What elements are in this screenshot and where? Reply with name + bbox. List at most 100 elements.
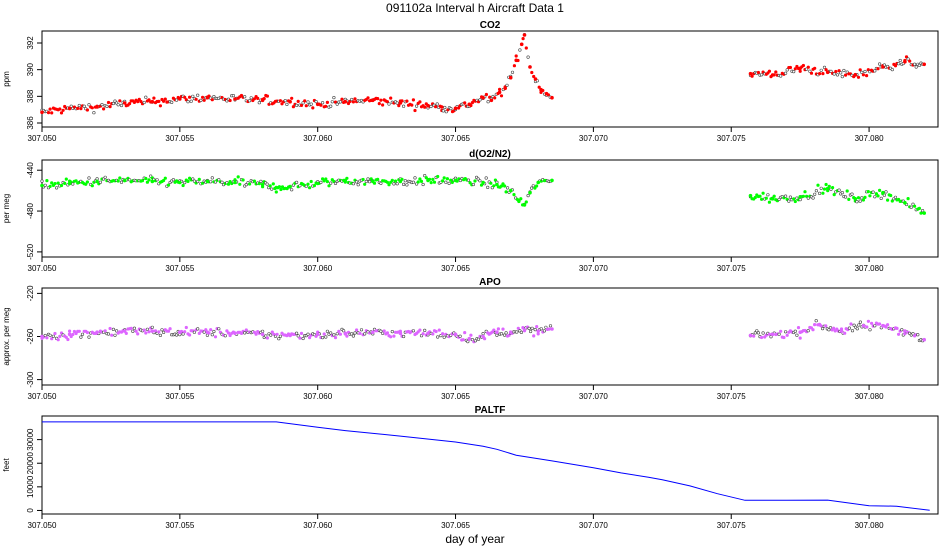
d-o2-n2-data-point [792, 197, 796, 201]
apo-data-point [423, 328, 427, 333]
apo-data-point [755, 329, 759, 333]
co2-x-tick-label: 307.070 [579, 134, 608, 143]
d-o2-n2-data-point [519, 197, 523, 201]
apo-data-point [536, 329, 541, 333]
co2-data-point [510, 70, 515, 74]
d-o2-n2-x-tick-label: 307.080 [855, 264, 884, 273]
d-o2-n2-data-point [54, 186, 59, 190]
d-o2-n2-data-point [355, 180, 359, 184]
apo-data-point [852, 323, 856, 327]
apo-data-point [228, 333, 232, 338]
co2-data-point [116, 103, 120, 107]
co2-data-point [77, 103, 81, 108]
apo-data-point [218, 330, 222, 334]
d-o2-n2-data-point [495, 182, 499, 187]
co2-x-tick-label: 307.050 [28, 134, 57, 143]
co2-data-point [87, 103, 91, 107]
d-o2-n2-data-point [853, 197, 858, 201]
d-o2-n2-data-point [861, 198, 866, 202]
apo-data-point [244, 328, 248, 332]
d-o2-n2-y-tick-label: -440 [26, 162, 35, 179]
co2-data-point [449, 106, 453, 111]
apo-data-point [183, 330, 187, 334]
apo-data-point [157, 330, 161, 334]
co2-data-point [533, 77, 538, 81]
d-o2-n2-data-point [122, 178, 127, 183]
d-o2-n2-data-point [471, 182, 476, 187]
apo-data-point [441, 332, 445, 336]
d-o2-n2-data-point [879, 196, 883, 200]
co2-data-point [819, 68, 823, 72]
apo-data-point [426, 331, 430, 336]
co2-data-point [137, 97, 141, 101]
co2-data-point [366, 96, 370, 100]
apo-data-point [885, 323, 890, 327]
apo-data-point [150, 329, 155, 333]
co2-data-point [303, 99, 307, 103]
co2-data-point [351, 100, 356, 104]
panel-apo: APO approx. per meg 307.050 307.055 307.060 3… [2, 277, 939, 401]
apo-data-point [548, 324, 553, 328]
apo-data-point [136, 332, 140, 336]
apo-data-point [108, 326, 112, 331]
apo-data-point [355, 328, 359, 332]
apo-data-point [492, 328, 496, 332]
d-o2-n2-data-point [343, 178, 348, 183]
apo-data-point [158, 333, 162, 338]
co2-plot-frame [41, 30, 939, 128]
apo-data-point [824, 324, 828, 328]
apo-data-point [466, 340, 470, 344]
d-o2-n2-data-point [45, 179, 49, 183]
co2-data-point [896, 62, 901, 66]
co2-data-point [233, 97, 237, 101]
co2-data-point [101, 107, 106, 111]
apo-data-point [812, 323, 817, 327]
d-o2-n2-data-point [536, 180, 541, 185]
d-o2-n2-data-point [817, 191, 822, 195]
d-o2-n2-data-point [393, 179, 398, 183]
apo-data-point [419, 334, 424, 338]
d-o2-n2-data-point [324, 177, 328, 181]
d-o2-n2-data-point [140, 179, 145, 183]
d-o2-n2-data-point [244, 183, 248, 187]
co2-data-point [429, 104, 433, 109]
apo-data-point [272, 332, 276, 336]
apo-data-point [166, 329, 171, 333]
apo-data-point [59, 331, 64, 335]
d-o2-n2-data-point [447, 181, 451, 185]
apo-data-point [470, 338, 475, 342]
apo-data-point [770, 332, 775, 337]
co2-data-point [311, 106, 315, 110]
d-o2-n2-plot-frame [41, 159, 939, 258]
apo-data-point [481, 332, 485, 336]
co2-data-point [484, 92, 489, 97]
d-o2-n2-data-point [827, 184, 831, 188]
apo-data-point [411, 329, 416, 333]
d-o2-n2-data-point [860, 196, 864, 200]
co2-x-tick-label: 307.080 [855, 134, 884, 143]
d-o2-n2-data-point [922, 211, 927, 215]
apo-x-tick-label: 307.050 [28, 392, 57, 401]
apo-data-point [175, 333, 179, 337]
apo-data-point [226, 331, 231, 335]
d-o2-n2-data-point [906, 197, 910, 201]
co2-data-point [550, 95, 554, 100]
apo-data-point [345, 334, 349, 338]
d-o2-n2-data-point [871, 190, 875, 194]
chart-panels: CO2 ppm 307.050 307.055 307.060 307.065 307.07… [2, 20, 939, 530]
apo-data-point [239, 331, 244, 336]
apo-data-point [178, 330, 182, 335]
apo-data-point [79, 335, 83, 339]
apo-data-point [793, 329, 797, 333]
apo-data-point [131, 329, 135, 333]
apo-data-point [798, 330, 803, 335]
co2-data-point [333, 100, 338, 104]
co2-data-point [150, 99, 155, 104]
paltf-line [42, 421, 930, 511]
co2-data-point [544, 91, 549, 96]
d-o2-n2-data-point [876, 194, 880, 198]
d-o2-n2-data-point [248, 182, 252, 186]
apo-data-point [69, 334, 73, 339]
co2-data-point [537, 85, 541, 89]
